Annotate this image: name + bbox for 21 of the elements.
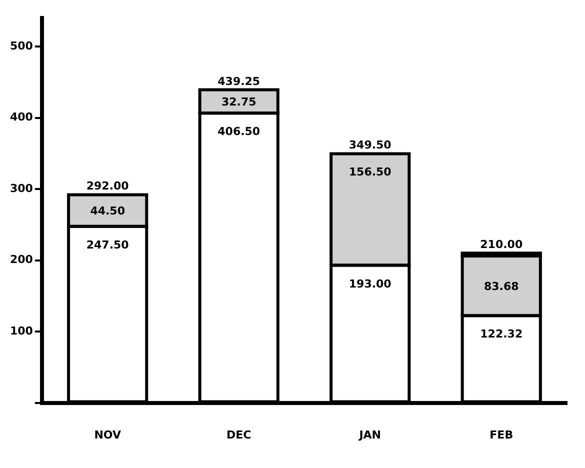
data-label: 32.75: [221, 95, 256, 108]
x-tick-label: DEC: [226, 428, 252, 442]
y-tick-label: 500: [10, 39, 34, 52]
x-tick-label: FEB: [490, 428, 514, 442]
data-label: 83.68: [484, 280, 519, 293]
data-label: 247.50: [86, 238, 130, 252]
x-tick-label: JAN: [358, 428, 382, 442]
total-label: 439.25: [218, 74, 260, 88]
data-label: 156.50: [348, 166, 392, 179]
data-label: 44.50: [90, 204, 126, 218]
y-tick-label: 100: [10, 324, 34, 338]
y-tick-label: 200: [10, 253, 34, 266]
data-label: 122.32: [480, 328, 523, 341]
total-label: 349.50: [348, 138, 392, 152]
total-label: 292.00: [86, 180, 130, 193]
data-label: 193.00: [348, 277, 392, 290]
y-tick-label: 400: [10, 110, 34, 124]
total-label: 210.00: [480, 238, 523, 252]
x-tick-label: NOV: [94, 428, 122, 442]
data-label: 406.50: [218, 125, 260, 138]
y-tick-label: 300: [10, 182, 34, 195]
